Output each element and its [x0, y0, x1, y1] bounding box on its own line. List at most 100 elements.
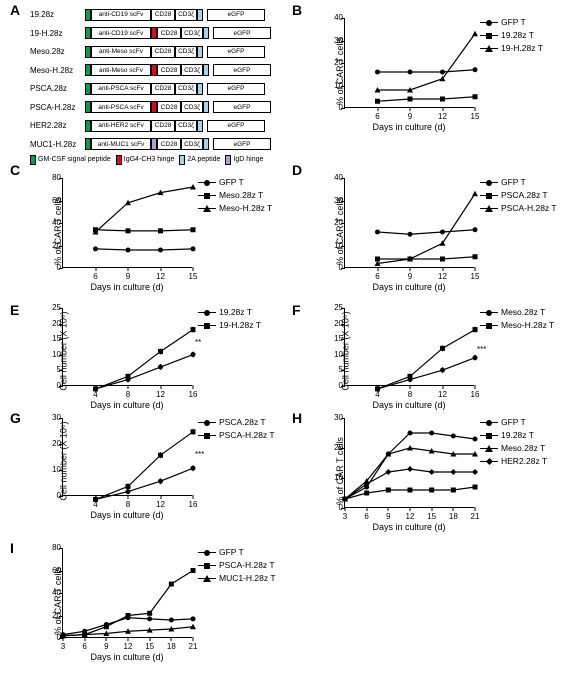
- x-axis-label: Days in culture (d): [62, 282, 192, 294]
- cd3z-block: CD3ζ: [175, 46, 197, 58]
- construct-row: PSCA.28zanti-PSCA scFvCD28CD3ζeGFP: [30, 80, 280, 97]
- construct-label: 19.28z: [30, 10, 85, 19]
- x-axis-label: Days in culture (d): [344, 282, 474, 294]
- scfv-block: anti-Meso scFv: [91, 64, 151, 76]
- legend-label: GFP T: [501, 176, 526, 189]
- legend-label: 19.28z T: [219, 306, 252, 319]
- legend-label: PSCA-H.28z T: [501, 202, 557, 215]
- legend-label: 19.28z T: [501, 429, 534, 442]
- legend-label: Meso.28z T: [501, 442, 545, 455]
- legend-label: PSCA.28z T: [501, 189, 548, 202]
- legend-igd: IgD hinge: [233, 156, 263, 163]
- legend-label: PSCA-H.28z T: [219, 559, 275, 572]
- construct-row: 19.28z anti-CD19 scFvCD28CD3ζ eGFP: [30, 6, 280, 23]
- chart-legend: Meso.28z TMeso-H.28z T: [480, 306, 554, 332]
- egfp-block: eGFP: [213, 138, 271, 150]
- chart-legend: GFP T19.28z T19-H.28z T: [480, 16, 543, 55]
- significance-marker: ***: [477, 345, 486, 354]
- legend-t2a: 2A peptide: [187, 156, 220, 163]
- panel-a-constructs: 19.28zanti-CD19 scFvCD28CD3ζeGFP19-H.28z…: [30, 6, 280, 165]
- egfp-block: eGFP: [207, 46, 265, 58]
- legend-label: Meso.28z T: [219, 189, 263, 202]
- cd28-block: CD28: [151, 9, 175, 21]
- plot-area: 020406080691215: [62, 178, 192, 268]
- chart-legend: GFP TPSCA-H.28z TMUC1-H.28z T: [198, 546, 276, 585]
- x-axis-label: Days in culture (d): [344, 400, 474, 404]
- cd3z-block: CD3ζ: [181, 138, 203, 150]
- chart-legend: PSCA.28z TPSCA-H.28z T: [198, 416, 275, 442]
- legend-label: 19.28z T: [501, 29, 534, 42]
- legend-label: HER2.28z T: [501, 455, 547, 468]
- cd28-block: CD28: [151, 120, 175, 132]
- scfv-block: anti-CD19 scFv: [91, 9, 151, 21]
- panel-label-A: A: [10, 2, 20, 18]
- legend-igg: IgG4-CH3 hinge: [124, 156, 175, 163]
- cd28-block: CD28: [151, 83, 175, 95]
- chart-H: % of CAR T cells010203036912151821Days i…: [300, 406, 550, 536]
- legend-label: Meso.28z T: [501, 306, 545, 319]
- legend-label: Meso-H.28z T: [501, 319, 554, 332]
- cd3z-block: CD3ζ: [175, 120, 197, 132]
- legend-label: Meso-H.28z T: [219, 202, 272, 215]
- legend-label: GFP T: [501, 16, 526, 29]
- construct-label: PSCA.28z: [30, 84, 85, 93]
- legend-label: PSCA-H.28z T: [219, 429, 275, 442]
- significance-marker: ***: [195, 450, 204, 459]
- cd28-block: CD28: [157, 64, 181, 76]
- panel-a-legend: GM-CSF signal peptide IgG4-CH3 hinge 2A …: [30, 155, 280, 165]
- plot-area: 0510152025481216: [62, 308, 192, 386]
- legend-label: GFP T: [219, 546, 244, 559]
- scfv-block: anti-PSCA scFv: [91, 83, 151, 95]
- x-axis-label: Days in culture (d): [62, 652, 192, 664]
- chart-B: % of CAR T cells010203040691215Days in c…: [300, 6, 550, 136]
- chart-E: Cell number (X 10⁶)0510152025481216Days …: [18, 296, 268, 406]
- scfv-block: anti-CD19 scFv: [91, 27, 151, 39]
- plot-area: 0510152025481216: [344, 308, 474, 386]
- plot-area: 0102030481216: [62, 418, 192, 496]
- chart-legend: 19.28z T19-H.28z T: [198, 306, 261, 332]
- chart-F: Cell number (X 10⁶)0510152025481216Days …: [300, 296, 550, 406]
- construct-row: Meso-H.28zanti-Meso scFvCD28CD3ζeGFP: [30, 62, 280, 79]
- plot-area: 02040608036912151821: [62, 548, 192, 638]
- cd3z-block: CD3ζ: [181, 64, 203, 76]
- chart-I: % of CAR T cells02040608036912151821Days…: [18, 536, 268, 666]
- construct-row: PSCA-H.28z anti-PSCA scFv CD28CD3ζ eGFP: [30, 99, 280, 116]
- legend-label: MUC1-H.28z T: [219, 572, 276, 585]
- cd3z-block: CD3ζ: [181, 101, 203, 113]
- x-axis-label: Days in culture (d): [62, 510, 192, 514]
- construct-row: Meso.28z anti-Meso scFvCD28CD3ζ eGFP: [30, 43, 280, 60]
- legend-label: GFP T: [219, 176, 244, 189]
- scfv-block: anti-PSCA scFv: [91, 101, 151, 113]
- chart-C: % of CAR T cells020406080691215Days in c…: [18, 166, 268, 296]
- plot-area: 010203040691215: [344, 178, 474, 268]
- cd28-block: CD28: [151, 46, 175, 58]
- egfp-block: eGFP: [213, 101, 271, 113]
- chart-legend: GFP TPSCA.28z TPSCA-H.28z T: [480, 176, 557, 215]
- scfv-block: anti-HER2 scFv: [91, 120, 151, 132]
- egfp-block: eGFP: [207, 9, 265, 21]
- construct-label: HER2.28z: [30, 121, 85, 130]
- cd28-block: CD28: [157, 101, 181, 113]
- legend-sig: GM-CSF signal peptide: [38, 156, 111, 163]
- panel-label-I: I: [10, 540, 14, 556]
- cd28-block: CD28: [157, 138, 181, 150]
- x-axis-label: Days in culture (d): [344, 122, 474, 134]
- egfp-block: eGFP: [213, 27, 271, 39]
- construct-row: MUC1-H.28zanti-MUC1 scFvCD28CD3ζeGFP: [30, 136, 280, 153]
- x-axis-label: Days in culture (d): [344, 522, 474, 534]
- legend-label: PSCA.28z T: [219, 416, 266, 429]
- plot-area: 010203036912151821: [344, 418, 474, 508]
- chart-legend: GFP TMeso.28z TMeso-H.28z T: [198, 176, 272, 215]
- construct-label: Meso-H.28z: [30, 66, 85, 75]
- construct-label: 19-H.28z: [30, 29, 85, 38]
- cd3z-block: CD3ζ: [175, 9, 197, 21]
- construct-label: Meso.28z: [30, 47, 85, 56]
- scfv-block: anti-Meso scFv: [91, 46, 151, 58]
- chart-G: Cell number (X 10⁶)0102030481216Days in …: [18, 406, 268, 516]
- construct-label: PSCA-H.28z: [30, 103, 85, 112]
- legend-label: 19-H.28z T: [219, 319, 261, 332]
- plot-area: 010203040691215: [344, 18, 474, 108]
- egfp-block: eGFP: [207, 83, 265, 95]
- legend-label: 19-H.28z T: [501, 42, 543, 55]
- scfv-block: anti-MUC1 scFv: [91, 138, 151, 150]
